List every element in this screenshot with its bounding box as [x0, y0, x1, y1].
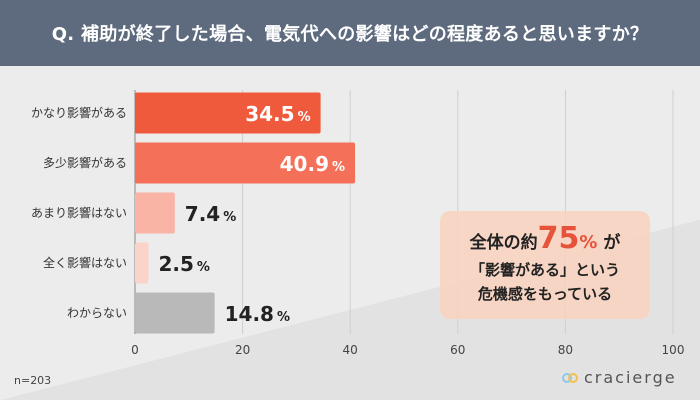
callout-percent: % — [579, 232, 598, 253]
x-tick-label: 40 — [343, 343, 358, 357]
callout-line-1: 全体の約75% が — [440, 224, 650, 258]
category-label: あまり影響はない — [31, 205, 127, 220]
category-label: わからない — [67, 306, 127, 320]
data-label: 34.5% — [245, 102, 310, 126]
brand-name: cracierge — [584, 368, 677, 387]
sample-size: n=203 — [14, 374, 52, 387]
x-tick-label: 80 — [558, 343, 573, 357]
x-tick-label: 20 — [235, 343, 250, 357]
bar — [135, 92, 321, 134]
data-label: 2.5% — [158, 252, 209, 276]
x-tick-label: 60 — [450, 343, 465, 357]
callout-line-2: 「影響がある」という — [469, 261, 620, 279]
bar-chart: 0 20 40 60 80 100 かなり影響がある 34.5 % 多少影響がある 40.9 % あまり… — [31, 90, 685, 357]
chart-title: Q. 補助が終了した場合、電気代への影響はどの程度あると思いますか？ — [0, 0, 700, 66]
bar — [135, 142, 356, 184]
data-label: 40.9% — [280, 152, 345, 176]
bar — [135, 192, 175, 234]
x-tick-label: 0 — [131, 343, 139, 357]
x-tick-label: 100 — [662, 343, 685, 357]
bar — [135, 242, 149, 284]
callout-suffix: が — [603, 233, 621, 253]
bar — [135, 292, 215, 334]
data-label: 7.4% — [185, 202, 236, 226]
category-label: 多少影響がある — [43, 155, 127, 170]
brand-icon — [562, 372, 578, 383]
callout-number: 75 — [537, 221, 580, 256]
callout-box: 全体の約75% が 「影響がある」という 危機感をもっている — [440, 211, 650, 319]
category-label: かなり影響がある — [31, 105, 127, 120]
data-label: 14.8% — [225, 302, 290, 326]
callout-line-3: 危機感をもっている — [477, 285, 613, 303]
callout-prefix: 全体の約 — [469, 233, 538, 253]
category-label: 全く影響はない — [43, 255, 127, 270]
brand-logo: cracierge — [562, 368, 677, 387]
